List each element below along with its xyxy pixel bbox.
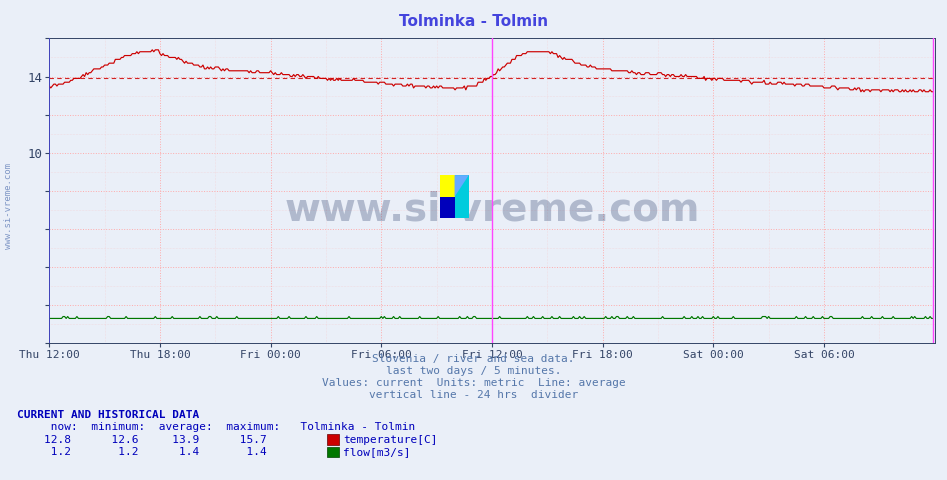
Text: www.si-vreme.com: www.si-vreme.com: [284, 190, 700, 228]
Text: 1.2       1.2      1.4       1.4: 1.2 1.2 1.4 1.4: [17, 447, 267, 457]
Text: 12.8      12.6     13.9      15.7: 12.8 12.6 13.9 15.7: [17, 434, 267, 444]
Text: last two days / 5 minutes.: last two days / 5 minutes.: [385, 366, 562, 376]
Text: Slovenia / river and sea data.: Slovenia / river and sea data.: [372, 354, 575, 364]
Bar: [440, 175, 455, 197]
Polygon shape: [455, 175, 469, 218]
Text: CURRENT AND HISTORICAL DATA: CURRENT AND HISTORICAL DATA: [17, 409, 199, 420]
Text: temperature[C]: temperature[C]: [343, 434, 438, 444]
Text: vertical line - 24 hrs  divider: vertical line - 24 hrs divider: [369, 390, 578, 400]
Text: www.si-vreme.com: www.si-vreme.com: [4, 163, 13, 250]
Bar: [440, 197, 455, 218]
Text: flow[m3/s]: flow[m3/s]: [343, 447, 410, 457]
Text: Values: current  Units: metric  Line: average: Values: current Units: metric Line: aver…: [322, 378, 625, 388]
Polygon shape: [455, 175, 469, 197]
Text: now:  minimum:  average:  maximum:   Tolminka - Tolmin: now: minimum: average: maximum: Tolminka…: [17, 421, 416, 432]
Text: Tolminka - Tolmin: Tolminka - Tolmin: [399, 14, 548, 29]
